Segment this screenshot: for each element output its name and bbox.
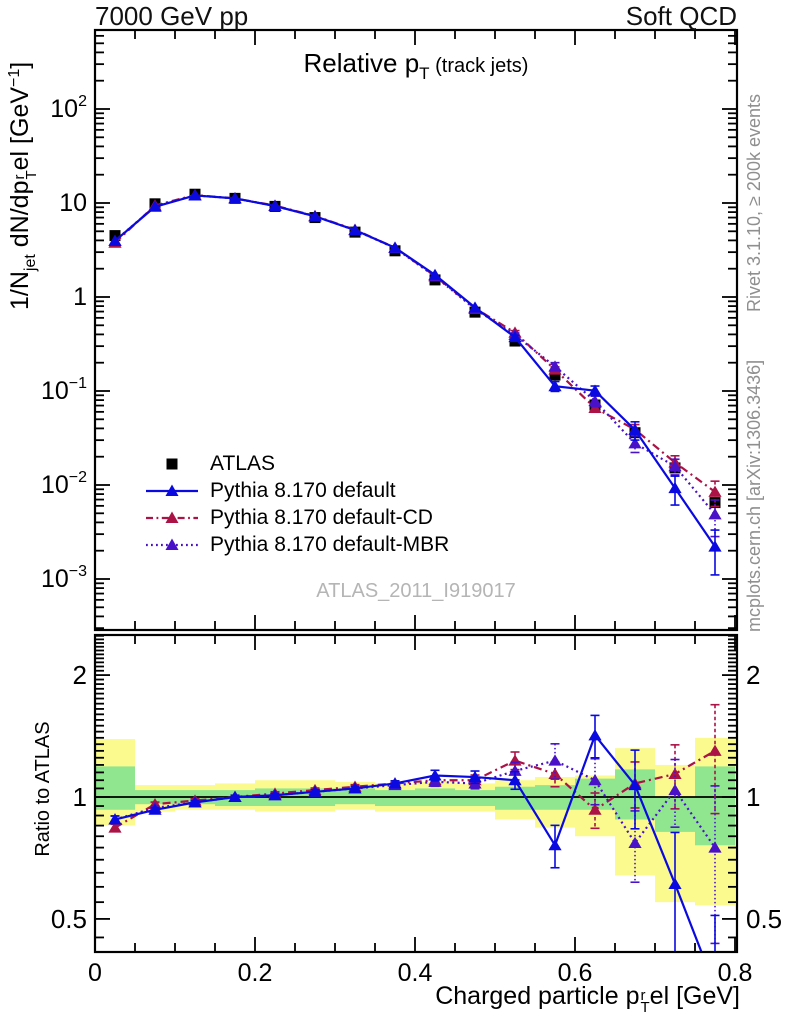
svg-text:1: 1 [746, 782, 760, 812]
series-main-0 [108, 189, 722, 576]
svg-text:10−1: 10−1 [41, 375, 87, 405]
square-marker-icon [166, 458, 178, 469]
analysis-id-watermark: ATLAS_2011_I919017 [316, 580, 516, 602]
svg-text:0: 0 [88, 959, 102, 987]
svg-text:2: 2 [73, 660, 87, 690]
svg-text:0.6: 0.6 [558, 959, 593, 987]
svg-text:10: 10 [59, 189, 87, 217]
svg-text:0.2: 0.2 [238, 959, 273, 987]
triangle-marker-icon [146, 538, 198, 550]
legend: ATLAS Pythia 8.170 default Pythia 8.170 de… [146, 450, 449, 558]
triangle-marker-icon [146, 511, 198, 523]
legend-entry: Pythia 8.170 default-CD [146, 504, 449, 531]
beam-energy-label: 7000 GeV pp [95, 1, 249, 31]
ratio-axis-title: Ratio to ATLAS [32, 721, 54, 857]
legend-entry: ATLAS [146, 450, 449, 477]
svg-text:0.5: 0.5 [51, 904, 87, 934]
axis-tick-labels: 0 0.2 0.4 0.6 0.8 102 10 1 10−1 10−2 10−3 2 2 1 1 0.5 0.… [41, 93, 782, 987]
svg-text:2: 2 [746, 660, 760, 690]
legend-entry-label: Pythia 8.170 default [210, 478, 396, 502]
triangle-marker-icon [146, 484, 198, 496]
mcplots-caption: mcplots.cern.ch [arXiv:1306.3436] [744, 359, 764, 632]
svg-text:10−2: 10−2 [41, 469, 87, 499]
legend-entry-label: Pythia 8.170 default-MBR [210, 532, 450, 556]
svg-text:10−3: 10−3 [41, 563, 87, 593]
plot-title: Relative pT (track jets) [303, 48, 529, 83]
ratio-panel-frame [93, 633, 739, 954]
svg-text:0.8: 0.8 [718, 959, 753, 987]
svg-text:0.5: 0.5 [746, 904, 782, 934]
svg-text:0.4: 0.4 [398, 959, 433, 987]
ratio-uncertainty-bands [96, 737, 736, 906]
main-panel-frame [93, 28, 739, 632]
series-ratio-0 [108, 714, 720, 951]
svg-text:1: 1 [73, 283, 87, 311]
legend-entry: Pythia 8.170 default-MBR [146, 531, 449, 558]
legend-entry-label: ATLAS [210, 451, 275, 475]
legend-entry-label: Pythia 8.170 default-CD [210, 505, 433, 529]
axis-ticks [94, 31, 736, 951]
svg-text:1: 1 [73, 782, 87, 812]
process-group-label: Soft QCD [625, 1, 737, 31]
legend-entry: Pythia 8.170 default [146, 477, 449, 504]
rivet-version-caption: Rivet 3.1.10, ≥ 200k events [744, 93, 764, 312]
svg-text:102: 102 [50, 93, 87, 123]
